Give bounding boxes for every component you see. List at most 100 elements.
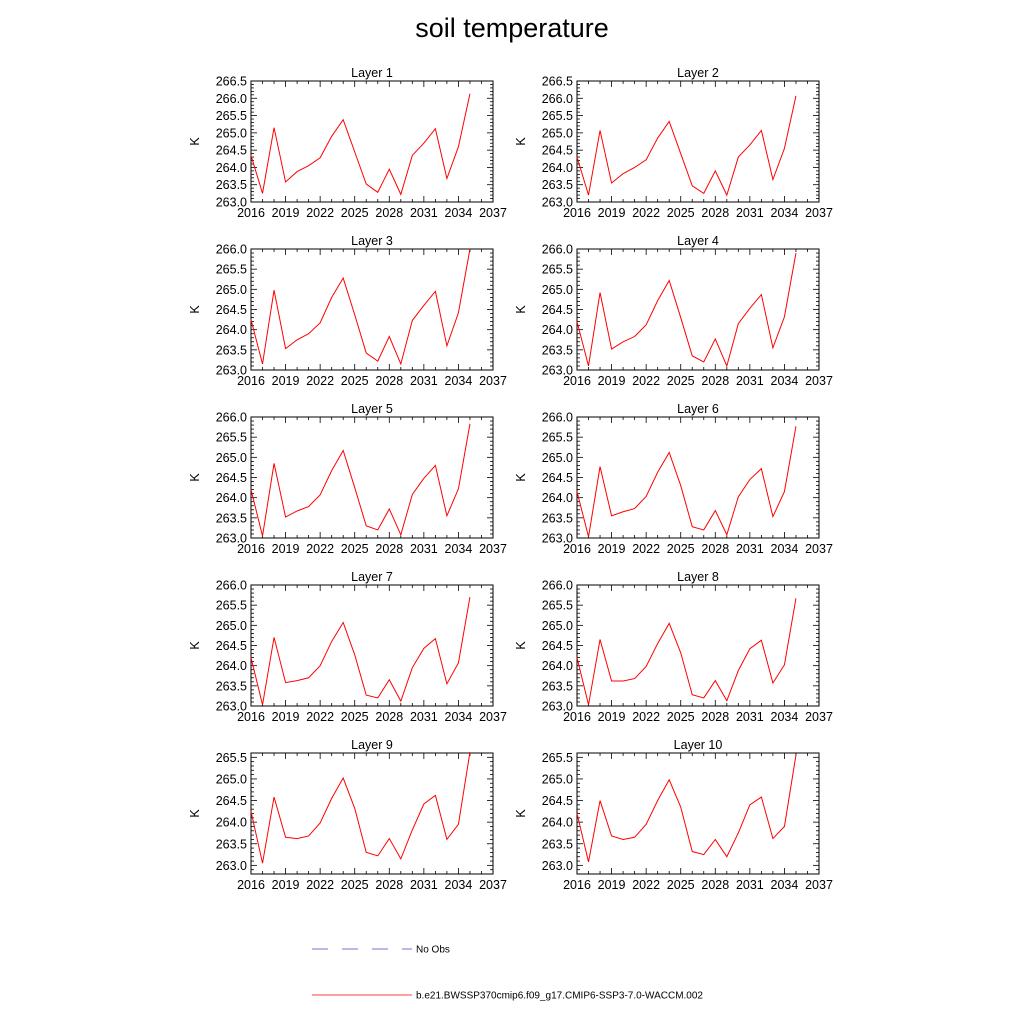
y-tick-label: 265.5: [542, 263, 573, 277]
x-tick-label: 2031: [410, 710, 438, 724]
x-tick-label: 2028: [701, 374, 729, 388]
x-tick-label: 2016: [237, 206, 265, 220]
x-tick-label: 2034: [445, 710, 473, 724]
x-tick-label: 2037: [479, 878, 507, 892]
y-axis-label: K: [514, 305, 528, 314]
x-tick-label: 2037: [805, 374, 833, 388]
y-tick-label: 264.5: [542, 639, 573, 653]
panel-title: Layer 10: [674, 738, 723, 752]
x-tick-label: 2025: [667, 542, 695, 556]
plot-frame: [250, 416, 494, 539]
x-tick-label: 2034: [771, 878, 799, 892]
x-tick-label: 2016: [237, 710, 265, 724]
y-tick-label: 263.0: [216, 364, 247, 378]
y-tick-label: 265.0: [216, 772, 247, 786]
y-tick-label: 265.0: [542, 619, 573, 633]
y-tick-label: 265.0: [542, 451, 573, 465]
y-tick-label: 266.0: [216, 411, 247, 425]
x-tick-label: 2034: [771, 710, 799, 724]
y-tick-label: 263.0: [216, 196, 247, 210]
y-axis-label: K: [188, 305, 202, 314]
plot-frame: [576, 584, 820, 707]
y-tick-label: 263.5: [216, 511, 247, 525]
y-tick-label: 265.5: [216, 431, 247, 445]
y-tick-label: 265.5: [542, 599, 573, 613]
y-tick-label: 265.5: [542, 109, 573, 123]
plot-frame: [576, 416, 820, 539]
x-tick-label: 2019: [272, 374, 300, 388]
panel-title: Layer 9: [351, 738, 393, 752]
y-tick-label: 264.0: [216, 816, 247, 830]
y-tick-label: 264.5: [216, 144, 247, 158]
x-tick-label: 2022: [632, 710, 660, 724]
x-tick-label: 2031: [410, 878, 438, 892]
panel-layer-5: 2016 2019 2022 2025 2028 2031 2034 2037 263.0 263…: [188, 402, 507, 556]
y-tick-label: 264.0: [542, 659, 573, 673]
y-tick-label: 265.0: [216, 283, 247, 297]
plot-frame: [576, 752, 820, 875]
x-tick-label: 2034: [445, 206, 473, 220]
x-tick-label: 2022: [632, 374, 660, 388]
x-tick-label: 2022: [306, 374, 334, 388]
y-tick-label: 264.0: [216, 323, 247, 337]
plot-frame: [250, 80, 494, 203]
x-tick-label: 2022: [632, 206, 660, 220]
y-tick-label: 266.0: [542, 579, 573, 593]
y-tick-label: 263.0: [216, 700, 247, 714]
y-tick-label: 263.5: [542, 178, 573, 192]
y-tick-label: 263.5: [216, 178, 247, 192]
x-tick-label: 2028: [701, 542, 729, 556]
x-tick-label: 2028: [375, 206, 403, 220]
y-tick-label: 266.0: [542, 243, 573, 257]
panel-grid: 2016 2019 2022 2025 2028 2031 2034 2037 263.0 263…: [188, 66, 833, 892]
panel-layer-7: 2016 2019 2022 2025 2028 2031 2034 2037 263.0 263…: [188, 570, 507, 724]
y-tick-label: 265.0: [216, 126, 247, 140]
series-line: [576, 426, 797, 537]
panel-title: Layer 7: [351, 570, 393, 584]
x-tick-label: 2037: [479, 542, 507, 556]
x-tick-label: 2034: [771, 374, 799, 388]
y-tick-label: 264.5: [542, 144, 573, 158]
series-line: [576, 755, 797, 863]
x-tick-label: 2028: [375, 542, 403, 556]
x-tick-label: 2034: [445, 542, 473, 556]
series-line: [250, 597, 471, 705]
y-tick-label: 264.0: [542, 816, 573, 830]
x-tick-label: 2028: [701, 710, 729, 724]
x-tick-label: 2034: [445, 374, 473, 388]
x-tick-label: 2019: [598, 710, 626, 724]
x-tick-label: 2031: [736, 542, 764, 556]
x-tick-label: 2016: [237, 374, 265, 388]
legend-item: No Obs: [312, 945, 450, 956]
x-tick-label: 2028: [701, 206, 729, 220]
x-tick-label: 2016: [563, 374, 591, 388]
y-tick-label: 263.0: [542, 196, 573, 210]
x-tick-label: 2016: [563, 542, 591, 556]
y-axis-label: K: [514, 641, 528, 650]
y-tick-label: 266.0: [542, 411, 573, 425]
y-tick-label: 266.0: [216, 579, 247, 593]
y-tick-label: 265.0: [542, 283, 573, 297]
x-tick-label: 2025: [667, 710, 695, 724]
x-tick-label: 2037: [805, 878, 833, 892]
x-tick-label: 2019: [598, 206, 626, 220]
panel-title: Layer 2: [677, 66, 719, 80]
panel-title: Layer 1: [351, 66, 393, 80]
x-tick-label: 2016: [237, 878, 265, 892]
y-tick-label: 263.5: [542, 343, 573, 357]
y-tick-label: 264.5: [216, 639, 247, 653]
panel-layer-2: 2016 2019 2022 2025 2028 2031 2034 2037 263.0 263…: [514, 66, 833, 220]
x-tick-label: 2016: [563, 878, 591, 892]
legend: No Obs b.e21.BWSSP370cmip6.f09_g17.CMIP6-…: [312, 945, 703, 1002]
series-line: [576, 598, 797, 705]
y-tick-label: 265.5: [216, 109, 247, 123]
plot-frame: [576, 80, 820, 203]
y-tick-label: 264.5: [542, 794, 573, 808]
y-tick-label: 263.5: [216, 837, 247, 851]
series-line: [250, 423, 471, 537]
y-tick-label: 266.0: [216, 92, 247, 106]
panel-title: Layer 6: [677, 402, 719, 416]
series-line: [250, 248, 471, 366]
x-tick-label: 2025: [667, 374, 695, 388]
